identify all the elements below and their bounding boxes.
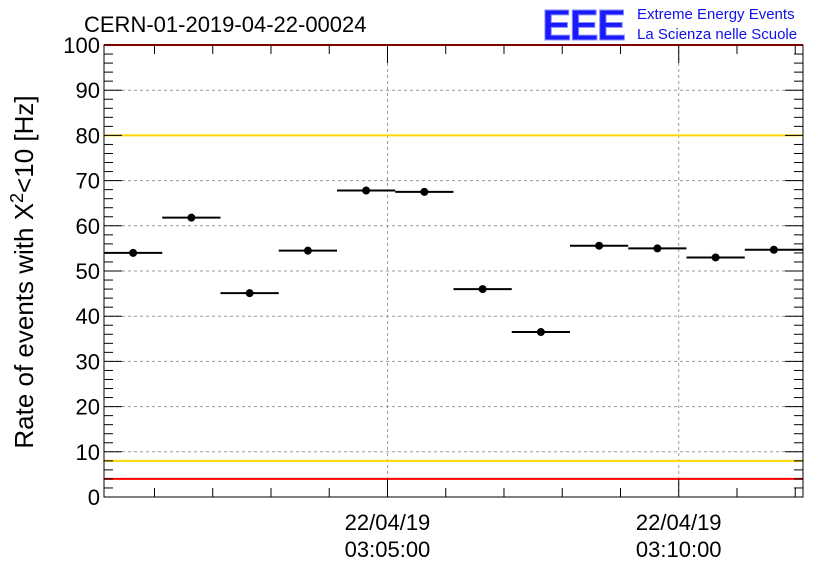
data-point: [245, 289, 254, 298]
data-point: [362, 186, 371, 195]
y-axis-label-part: 2: [7, 193, 27, 203]
y-axis-label-part: <10 [Hz]: [9, 95, 39, 193]
eee-logo: EEE Extreme Energy Events La Scienza nel…: [542, 1, 798, 51]
y-tick-label: 20: [76, 395, 100, 420]
y-tick-label: 40: [76, 304, 100, 329]
data-point: [187, 213, 196, 222]
reference-lines: [104, 44, 803, 480]
y-tick-label: 30: [76, 349, 100, 374]
y-axis-label: Rate of events with X2<10 [Hz]: [7, 95, 39, 448]
data-point: [129, 248, 138, 257]
data-points: [104, 186, 803, 337]
y-tick-label: 80: [76, 123, 100, 148]
chart-title: CERN-01-2019-04-22-00024: [84, 12, 367, 37]
y-tick-label: 0: [88, 485, 100, 510]
y-tick-label: 100: [63, 33, 100, 58]
axes: 010203040506070809010022/04/1903:05:0022…: [63, 33, 804, 562]
data-point: [653, 244, 662, 253]
y-tick-label: 10: [76, 440, 100, 465]
y-tick-label: 50: [76, 259, 100, 284]
data-point: [711, 253, 720, 262]
data-point: [478, 285, 487, 294]
x-tick-label-time: 03:10:00: [636, 537, 722, 562]
y-tick-label: 70: [76, 169, 100, 194]
eee-logo-mark: EEE: [542, 1, 625, 50]
data-point: [769, 245, 778, 254]
y-tick-label: 60: [76, 214, 100, 239]
data-point: [536, 328, 545, 337]
x-tick-label-date: 22/04/19: [345, 510, 431, 535]
y-axis-label-part: Rate of events with X: [9, 203, 39, 449]
data-point: [420, 187, 429, 196]
grid: [104, 45, 803, 497]
eee-logo-line1: Extreme Energy Events: [637, 6, 795, 23]
data-point: [595, 241, 604, 250]
x-tick-label-date: 22/04/19: [636, 510, 722, 535]
x-tick-label-time: 03:05:00: [345, 537, 431, 562]
data-point: [303, 246, 312, 255]
eee-logo-line2: La Scienza nelle Scuole: [637, 26, 797, 43]
y-tick-label: 90: [76, 78, 100, 103]
